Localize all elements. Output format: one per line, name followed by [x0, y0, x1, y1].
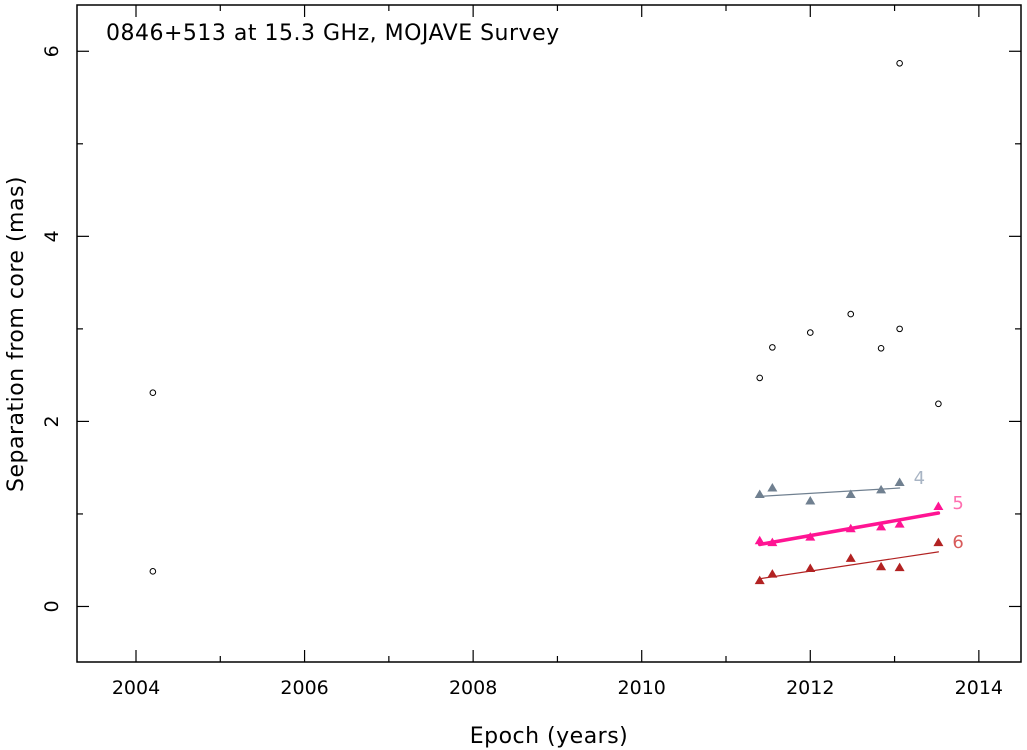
- open-circle-point: [877, 345, 885, 352]
- x-tick-label: 2012: [786, 677, 834, 699]
- triangle-point-4: [876, 484, 887, 494]
- plot-frame: [76, 4, 1022, 663]
- triangle-point-4: [894, 477, 905, 486]
- series-label-4: 4: [914, 468, 925, 489]
- triangle-point-6: [767, 569, 778, 578]
- x-tick-label: 2008: [449, 677, 497, 699]
- x-tick-label: 2004: [112, 677, 160, 699]
- triangle-point-6: [754, 575, 765, 585]
- x-tick-labels: 2004 2006 2008 2010 2012 2014: [112, 677, 1003, 699]
- triangle-point-4: [805, 495, 816, 505]
- open-circle-point: [769, 344, 776, 351]
- data-points: [149, 59, 944, 585]
- triangle-point-6: [933, 537, 944, 547]
- x-tick-label: 2014: [955, 677, 1003, 699]
- open-circle-point: [756, 374, 764, 382]
- open-circle-point: [806, 329, 814, 336]
- triangle-point-4: [754, 489, 765, 499]
- chart-title: 0846+513 at 15.3 GHz, MOJAVE Survey: [106, 21, 560, 46]
- triangle-point-6: [845, 553, 856, 562]
- fit-line-4: [759, 487, 901, 497]
- triangle-point-4: [845, 489, 856, 499]
- triangle-point-5: [805, 532, 816, 541]
- open-circle-point: [847, 310, 855, 318]
- triangle-point-5: [767, 537, 778, 547]
- x-axis-label: Epoch (years): [470, 724, 629, 749]
- open-circle-point: [896, 325, 903, 333]
- triangle-point-5: [894, 519, 905, 528]
- x-tick-label: 2006: [280, 677, 328, 699]
- y-tick-label: 6: [41, 45, 63, 57]
- y-axis-label: Separation from core (mas): [4, 176, 29, 492]
- triangle-point-4: [767, 483, 778, 492]
- triangle-point-5: [876, 521, 887, 531]
- triangle-point-5: [845, 523, 856, 533]
- open-circle-point: [149, 389, 157, 397]
- open-circle-point: [896, 59, 903, 67]
- y-tick-label: 0: [41, 600, 63, 612]
- triangle-point-6: [876, 561, 887, 571]
- axis-ticks: [77, 5, 1021, 662]
- triangle-point-5: [754, 535, 765, 545]
- fit-lines: [757, 487, 941, 580]
- triangle-point-5: [933, 501, 944, 511]
- series-label-6: 6: [952, 532, 963, 553]
- y-tick-label: 2: [41, 415, 63, 427]
- triangle-point-6: [894, 562, 905, 572]
- fit-line-6: [759, 551, 940, 580]
- open-circle-point: [149, 568, 157, 575]
- open-circle-point: [935, 400, 942, 408]
- series-label-5: 5: [952, 493, 963, 514]
- series-labels: 4 5 6: [914, 468, 964, 553]
- x-tick-label: 2010: [618, 677, 666, 699]
- triangle-point-6: [805, 563, 816, 573]
- y-tick-label: 4: [41, 230, 63, 242]
- y-tick-labels: 0 2 4 6: [41, 45, 63, 612]
